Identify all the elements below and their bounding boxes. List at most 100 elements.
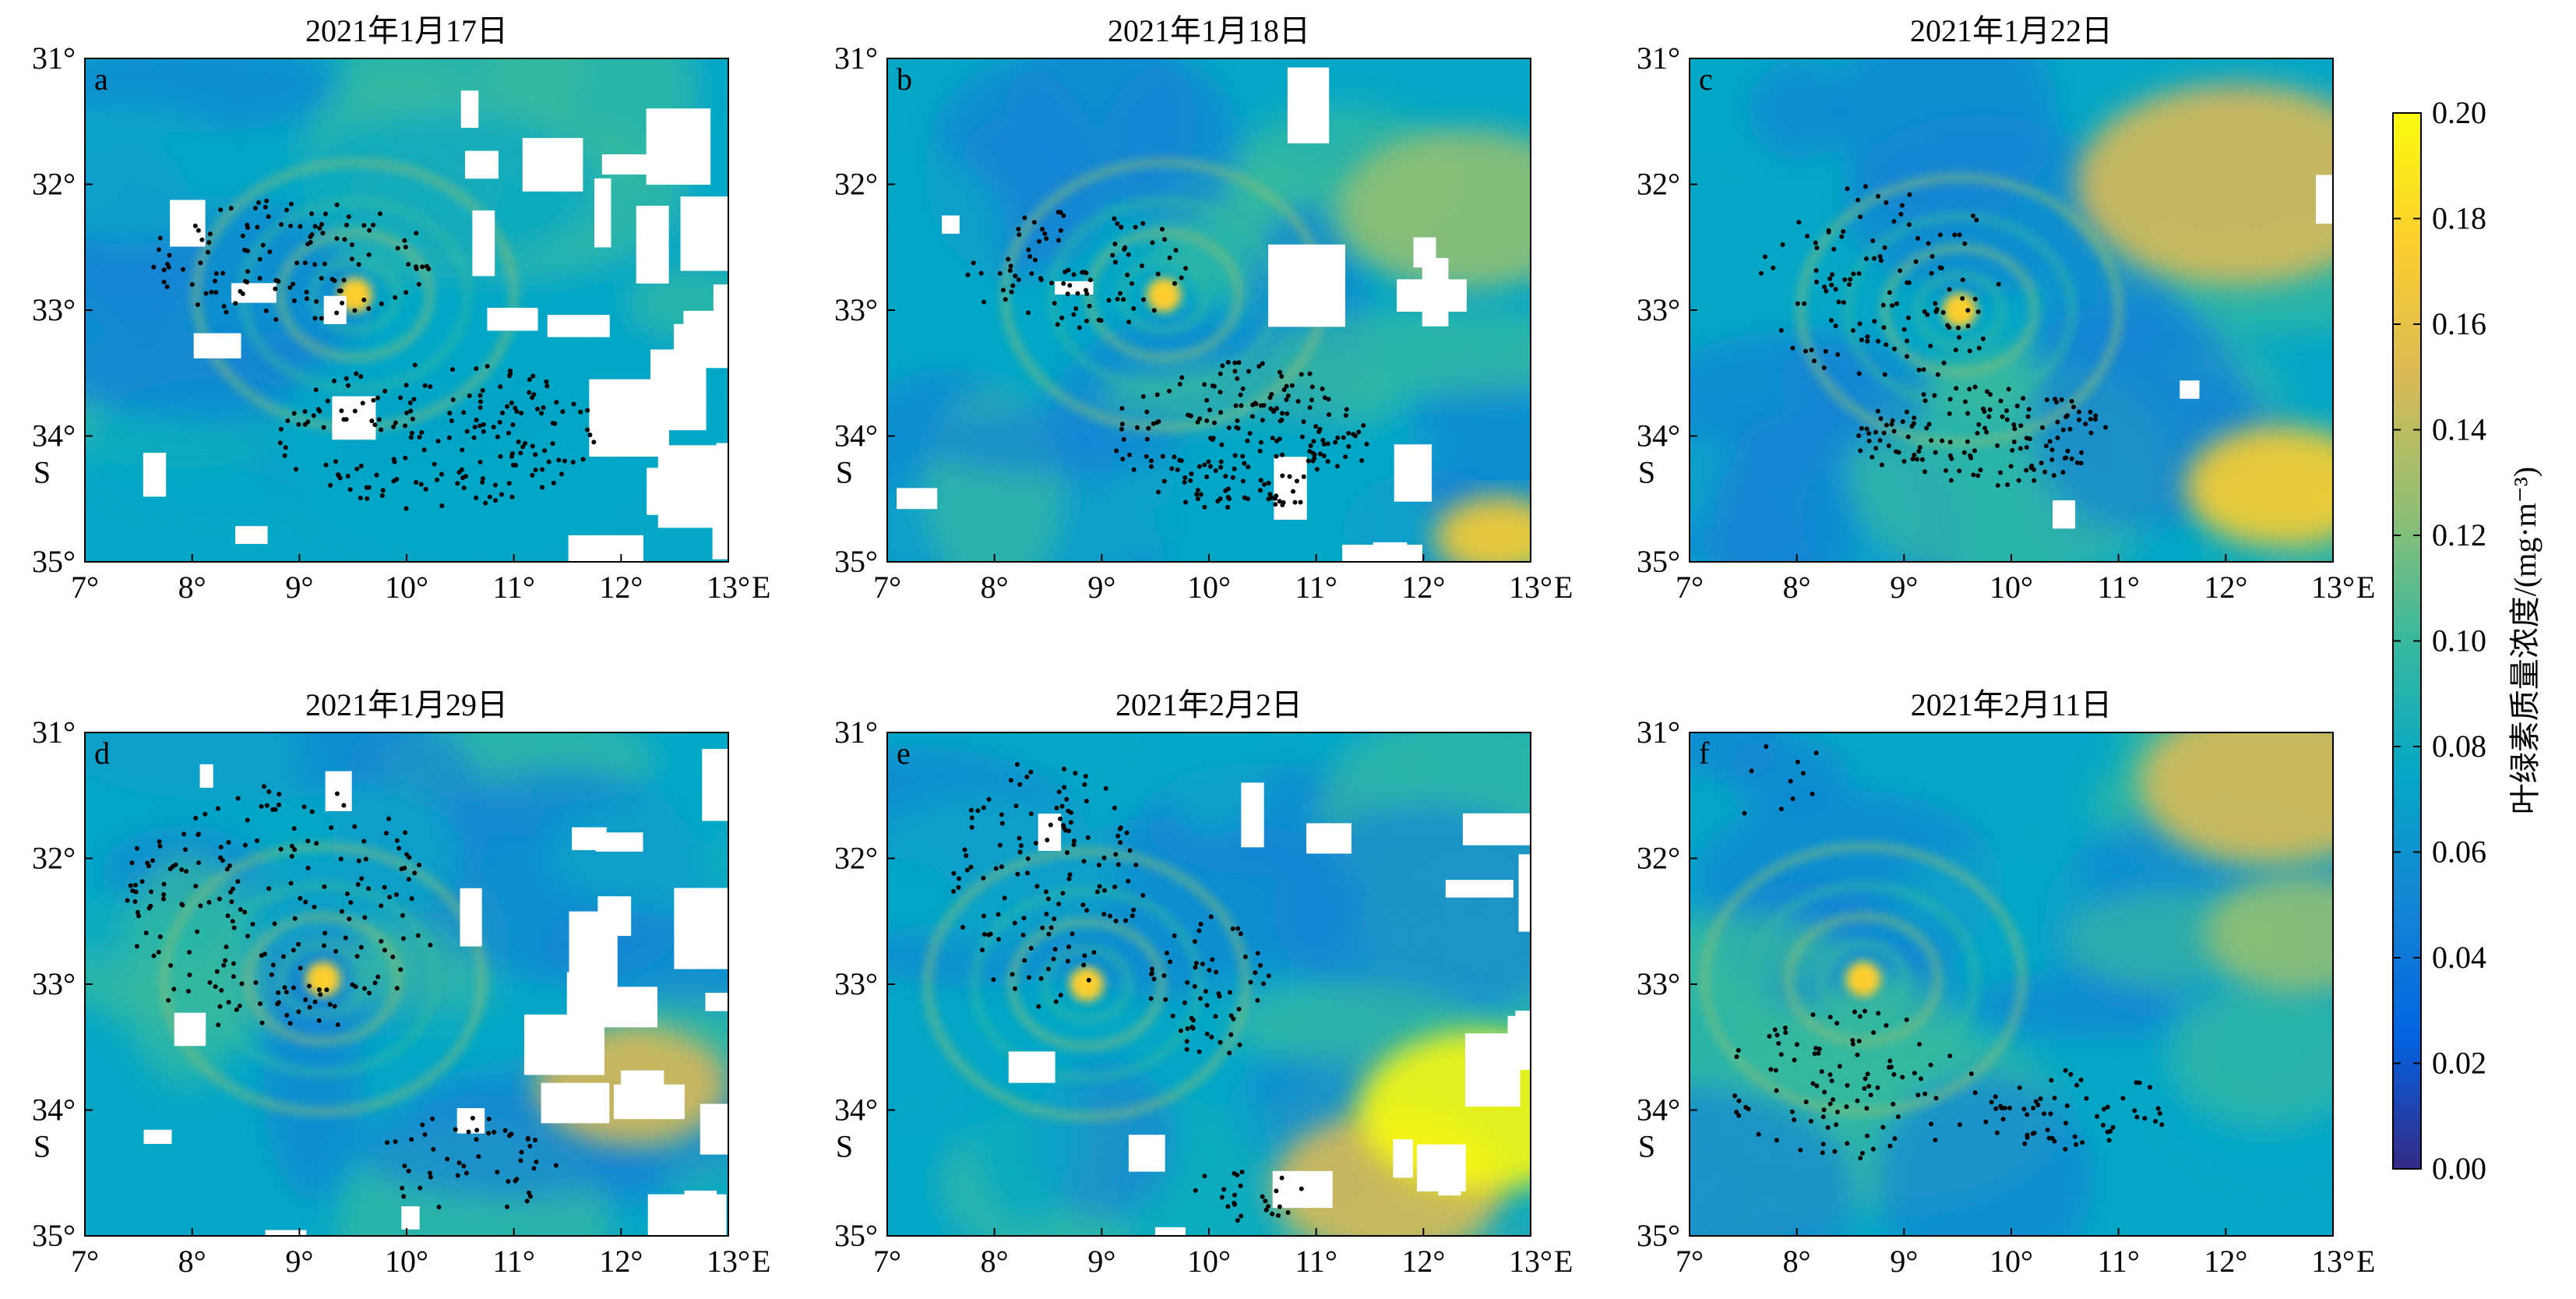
y-tick-label: 35° xyxy=(1637,544,1680,579)
colorbar-tick-label: 0.20 xyxy=(2432,95,2486,130)
map-panel-e: 2021年2月2日 e 7° 8° 9° 10° 11° 12° 13° E 31° 32° 33° 34… xyxy=(834,687,1573,1279)
panel-label: b xyxy=(897,62,912,97)
x-tick-label: 11° xyxy=(1295,1244,1337,1279)
colorbar-tick-label: 0.18 xyxy=(2432,201,2486,236)
y-axis-suffix: S xyxy=(1638,455,1655,490)
y-tick-label: 34° xyxy=(32,418,76,454)
x-axis-suffix: E xyxy=(1554,570,1573,605)
map-panel-d: 2021年1月29日 d 7° 8° 9° 10° 11° 12° 13° E 31° 32° 33° 3… xyxy=(32,687,770,1279)
x-tick-label: 7° xyxy=(1676,570,1704,605)
panel-title: 2021年2月2日 xyxy=(1115,687,1302,722)
x-tick-label: 8° xyxy=(981,1244,1009,1279)
x-tick-label: 8° xyxy=(1783,1244,1811,1279)
map-field xyxy=(887,58,1531,562)
x-tick-label: 10° xyxy=(385,1244,428,1279)
no-data-mask xyxy=(1008,782,1531,1236)
x-tick-label: 13° xyxy=(1509,570,1552,605)
y-tick-label: 35° xyxy=(1637,1218,1680,1253)
x-tick-label: 7° xyxy=(71,1244,99,1279)
colorbar-tick-label: 0.06 xyxy=(2432,835,2486,870)
colorbar-tick-label: 0.12 xyxy=(2432,517,2486,552)
particles xyxy=(965,210,1369,510)
y-tick-label: 34° xyxy=(1637,1093,1680,1128)
panel-label: a xyxy=(94,62,108,97)
y-tick-label: 32° xyxy=(32,841,76,876)
x-tick-label: 12° xyxy=(599,570,643,605)
y-axis-suffix: S xyxy=(1638,1129,1655,1164)
map-field xyxy=(1690,58,2333,562)
particles xyxy=(1732,743,2165,1161)
eddy-core xyxy=(305,962,340,997)
particles xyxy=(1758,184,2109,488)
map-field xyxy=(85,58,728,562)
y-tick-label: 35° xyxy=(834,1218,878,1253)
colorbar-label: 叶绿素质量浓度/(mg·m⁻³) xyxy=(2507,467,2543,814)
x-tick-label: 12° xyxy=(1401,1244,1445,1279)
panel-title: 2021年1月17日 xyxy=(305,13,508,48)
x-axis-suffix: E xyxy=(1554,1244,1573,1279)
x-tick-label: 11° xyxy=(2097,570,2140,605)
map-panel-c: 2021年1月22日 c 7° 8° 9° 10° 11° 12° 13° E 31° 32° 33° 3… xyxy=(1637,13,2375,605)
y-tick-label: 32° xyxy=(834,167,878,202)
y-tick-label: 33° xyxy=(834,966,878,1001)
y-tick-label: 33° xyxy=(32,966,76,1001)
no-data-mask xyxy=(897,67,1467,562)
colorbar-tick-label: 0.16 xyxy=(2432,306,2486,341)
x-tick-label: 13° xyxy=(1509,1244,1552,1279)
x-tick-label: 9° xyxy=(285,570,313,605)
x-tick-label: 9° xyxy=(1087,1244,1115,1279)
x-tick-label: 10° xyxy=(1989,1244,2033,1279)
colorbar: 0.00 0.02 0.04 0.06 0.08 0.10 0.12 0.14 0.16 0.18… xyxy=(2392,95,2543,1186)
panel-label: e xyxy=(897,736,911,771)
x-tick-label: 7° xyxy=(1676,1244,1704,1279)
x-axis-suffix: E xyxy=(2356,1244,2375,1279)
x-tick-label: 9° xyxy=(1087,570,1115,605)
particles xyxy=(125,784,559,1210)
y-axis-suffix: S xyxy=(836,455,853,490)
map-field xyxy=(1690,732,2333,1236)
x-tick-label: 8° xyxy=(981,570,1009,605)
x-tick-label: 12° xyxy=(1401,570,1445,605)
panel-label: f xyxy=(1699,736,1710,771)
x-tick-label: 12° xyxy=(599,1244,643,1279)
map-panel-f: 2021年2月11日 f 7° 8° 9° 10° 11° 12° 13° E 31° 32° 33° 3… xyxy=(1637,687,2375,1279)
no-data-mask xyxy=(2052,175,2333,529)
y-tick-label: 32° xyxy=(834,841,878,876)
x-tick-label: 7° xyxy=(873,570,901,605)
y-tick-label: 31° xyxy=(834,41,878,76)
map-field xyxy=(85,732,728,1236)
panel-title: 2021年1月22日 xyxy=(1910,13,2113,48)
y-axis-suffix: S xyxy=(33,1129,51,1164)
colorbar-tick-label: 0.10 xyxy=(2432,623,2486,658)
colorbar-tick-label: 0.04 xyxy=(2432,940,2486,975)
x-tick-label: 12° xyxy=(2204,1244,2247,1279)
y-tick-label: 32° xyxy=(1637,167,1680,202)
no-data-mask xyxy=(143,749,728,1236)
y-tick-label: 31° xyxy=(32,41,76,76)
x-tick-label: 7° xyxy=(873,1244,901,1279)
eddy-core xyxy=(1942,293,1977,327)
y-tick-label: 33° xyxy=(32,292,76,327)
y-axis-suffix: S xyxy=(33,455,51,490)
x-tick-label: 9° xyxy=(1890,1244,1918,1279)
x-tick-label: 11° xyxy=(1295,570,1337,605)
x-tick-label: 8° xyxy=(178,1244,206,1279)
colorbar-tick-label: 0.02 xyxy=(2432,1046,2486,1081)
eddy-core xyxy=(337,277,372,312)
eddy-swirl xyxy=(924,848,1250,1121)
colorbar-tick-label: 0.14 xyxy=(2432,412,2486,447)
y-axis-suffix: S xyxy=(836,1129,853,1164)
y-tick-label: 31° xyxy=(32,715,76,750)
colorbar-tick-label: 0.00 xyxy=(2432,1151,2486,1186)
y-tick-label: 34° xyxy=(834,1093,878,1128)
colorbar-ticks: 0.00 0.02 0.04 0.06 0.08 0.10 0.12 0.14 0.16 0.18… xyxy=(2393,95,2486,1186)
y-tick-label: 35° xyxy=(32,1218,76,1253)
x-tick-label: 13° xyxy=(707,1244,750,1279)
x-tick-label: 9° xyxy=(285,1244,313,1279)
y-tick-label: 31° xyxy=(834,715,878,750)
map-panel-b: 2021年1月18日 b 7° 8° 9° 10° 11° 12° 13° E 31° 32° 33° 3… xyxy=(834,13,1573,605)
y-tick-label: 32° xyxy=(32,167,76,202)
y-tick-label: 33° xyxy=(834,292,878,327)
